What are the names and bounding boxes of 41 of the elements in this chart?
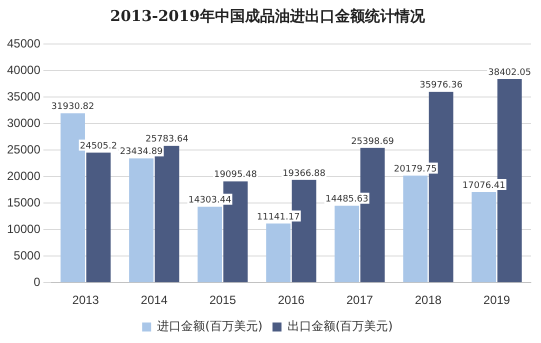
- data-label: 25783.64: [146, 134, 189, 145]
- y-tick-label: 35000: [6, 89, 41, 104]
- data-label: 19366.88: [282, 168, 326, 179]
- y-tick-label: 0: [34, 274, 41, 289]
- y-tick-label: 30000: [6, 116, 41, 130]
- data-label: 14485.63: [325, 194, 368, 205]
- y-tick-label: 40000: [6, 62, 41, 77]
- data-label: 14303.44: [188, 196, 232, 206]
- data-label: 35976.36: [420, 80, 463, 91]
- data-label: 20179.75: [394, 164, 437, 174]
- y-tick-label: 25000: [6, 142, 41, 156]
- bar: [403, 176, 428, 282]
- data-label: 17076.41: [462, 180, 506, 191]
- chart-title: 2013-2019年中国成品油进出口金额统计情况: [110, 6, 426, 25]
- bar: [198, 206, 222, 282]
- data-label: 38402.05: [488, 68, 532, 78]
- data-label: 19095.48: [214, 170, 258, 180]
- x-tick-label: 2016: [278, 293, 305, 308]
- y-tick-label: 10000: [6, 222, 41, 236]
- legend-label: 出口金额(百万美元): [288, 319, 393, 334]
- x-tick-label: 2018: [414, 293, 442, 308]
- x-tick-label: 2015: [209, 293, 236, 308]
- data-label: 25398.69: [351, 136, 394, 147]
- x-tick-label: 2013: [72, 293, 100, 308]
- x-tick-label: 2017: [346, 293, 374, 308]
- y-tick-label: 20000: [6, 168, 41, 183]
- bar: [129, 158, 154, 282]
- y-tick-label: 5000: [14, 248, 41, 262]
- data-label: 23434.89: [120, 147, 164, 158]
- bar: [266, 224, 291, 282]
- data-label: 31930.82: [51, 102, 94, 112]
- bar: [334, 206, 360, 282]
- legend-label: 进口金额(百万美元): [157, 319, 263, 334]
- x-tick-label: 2019: [483, 293, 510, 308]
- bar: [472, 192, 496, 282]
- y-tick-label: 45000: [6, 36, 41, 50]
- y-tick-label: 15000: [6, 195, 41, 210]
- data-label: 24505.2: [80, 142, 118, 152]
- bar: [86, 152, 111, 282]
- x-tick-label: 2014: [140, 293, 168, 308]
- data-label: 11141.17: [256, 212, 300, 222]
